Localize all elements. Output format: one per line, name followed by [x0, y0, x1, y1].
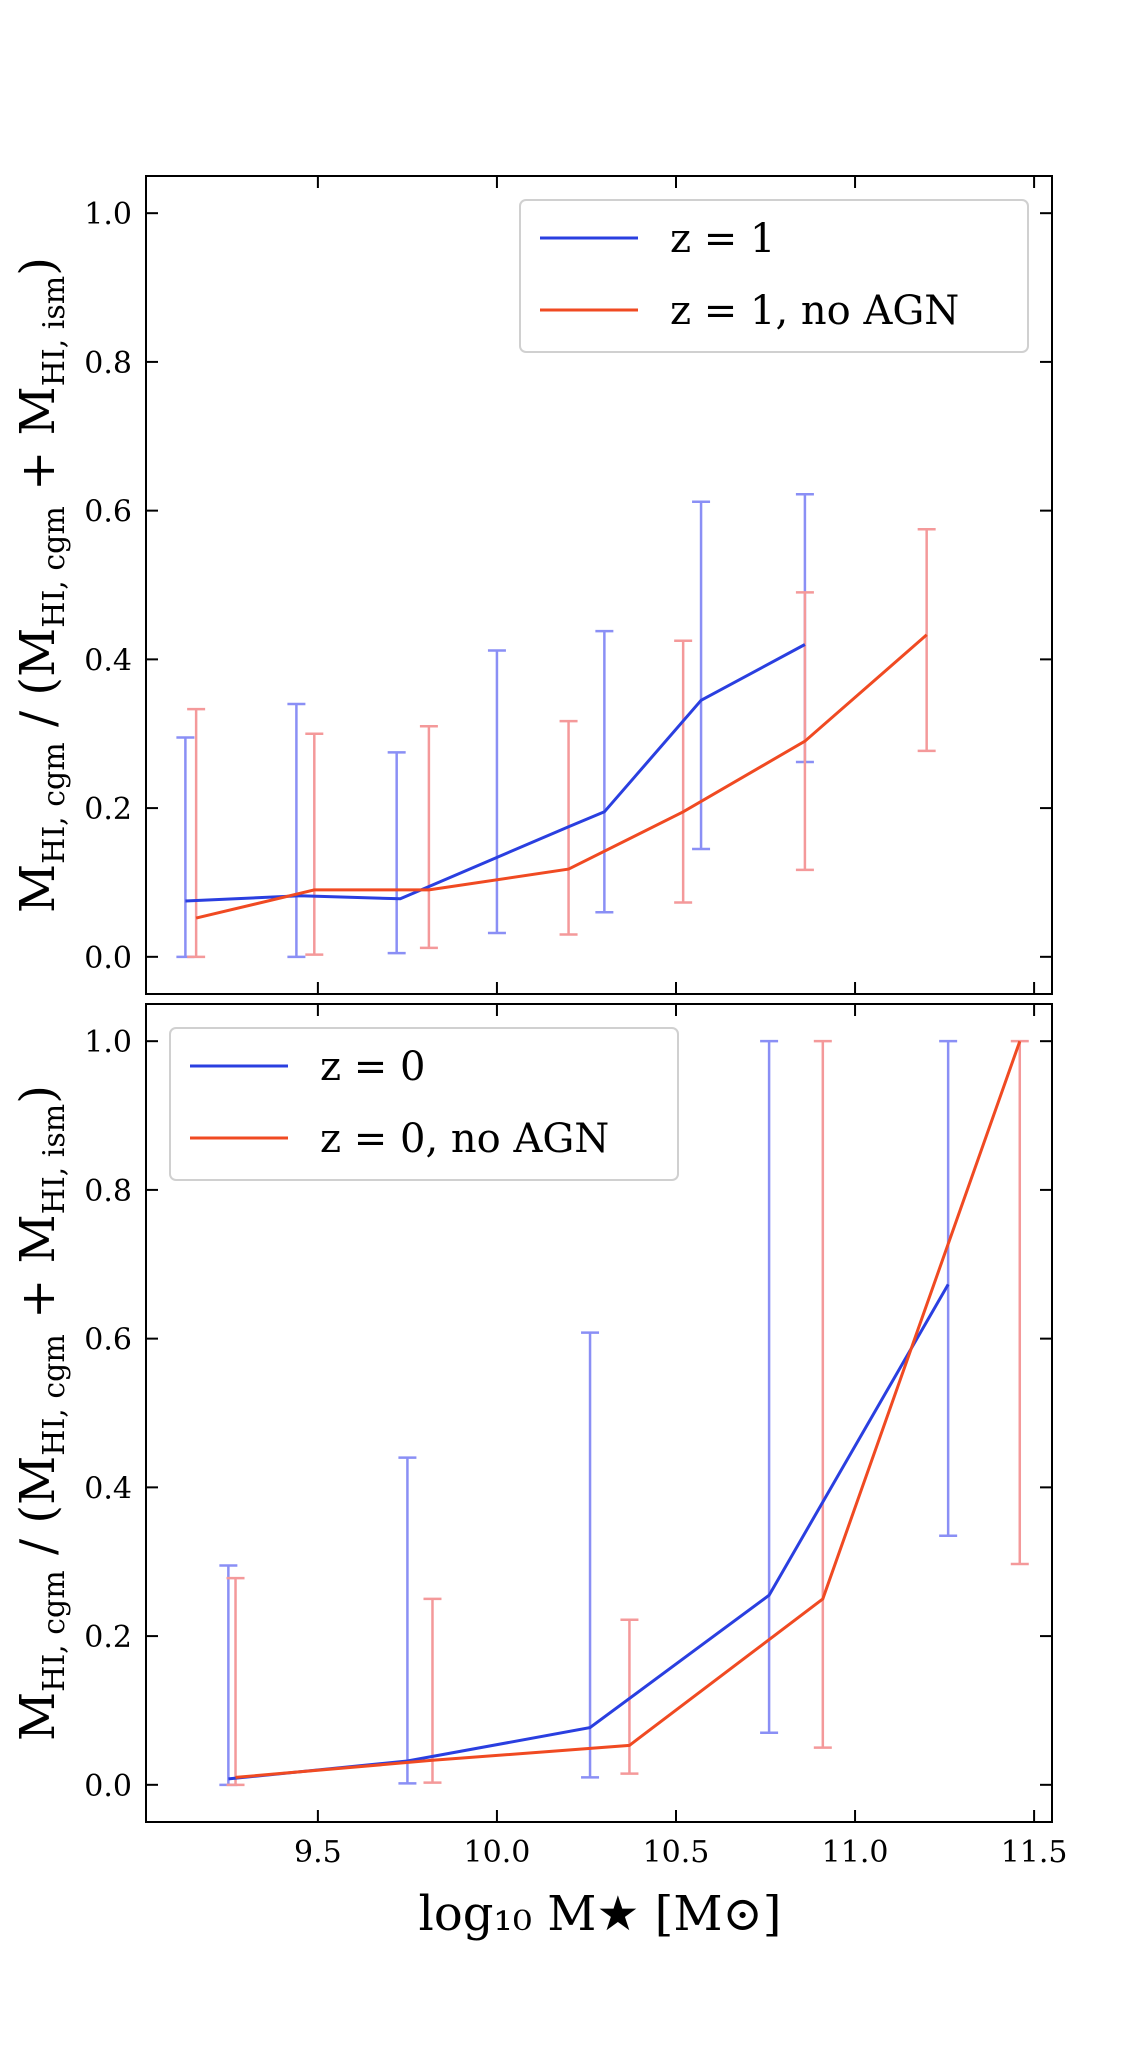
error-bar: [398, 1456, 417, 1785]
error-bar: [939, 1039, 958, 1537]
error-bar: [581, 1331, 600, 1779]
error-bar: [226, 1576, 245, 1787]
y-tick-label: 0.0: [84, 1769, 132, 1804]
error-bar: [795, 591, 814, 872]
y-tick-label: 0.2: [84, 1620, 132, 1655]
legend-box: [169, 1027, 679, 1181]
y-tick-label: 0.6: [84, 495, 132, 530]
error-bar: [305, 732, 324, 956]
x-tick-label: 11.5: [1001, 1835, 1068, 1870]
y-tick-label: 1.0: [84, 197, 132, 232]
series-line: [195, 633, 928, 920]
y-tick-label: 0.4: [84, 643, 132, 678]
y-tick-label: 0.4: [84, 1471, 132, 1506]
panel-bottom: 0.0 0.2 0.4 0.6 0.8 1.0 9.5 10.0 10.5 11.0 11.5 MHI…: [10, 1003, 1068, 1870]
legend-entry: z = 0: [320, 1044, 425, 1090]
x-tick-label: 10.5: [643, 1835, 710, 1870]
error-bar: [813, 1039, 832, 1749]
y-tick-label: 0.8: [84, 346, 132, 381]
error-bar: [423, 1597, 442, 1784]
y-axis-label: MHI, cgm / (MHI, cgm + MHI, ism): [10, 1085, 72, 1741]
error-bar: [1010, 1039, 1029, 1566]
y-axis-label: MHI, cgm / (MHI, cgm + MHI, ism): [10, 257, 72, 913]
legend-entry: z = 1, no AGN: [670, 288, 959, 334]
legend: z = 0 z = 0, no AGN: [169, 1027, 679, 1181]
y-tick-label: 0.2: [84, 792, 132, 827]
error-bar: [419, 725, 438, 950]
error-bar: [487, 649, 506, 935]
y-tick-label: 1.0: [84, 1025, 132, 1060]
legend: z = 1 z = 1, no AGN: [519, 199, 1029, 353]
series-line: [185, 643, 806, 903]
x-tick-label: 10.0: [464, 1835, 531, 1870]
error-bar: [187, 707, 206, 959]
panel-top: 0.0 0.2 0.4 0.6 0.8 1.0 MHI, cgm / (MHI, cgm +…: [10, 175, 1053, 995]
error-bar: [692, 500, 711, 851]
x-axis-label: log₁₀ M★ [M⊙]: [419, 1886, 782, 1942]
legend-entry: z = 0, no AGN: [320, 1116, 609, 1162]
legend-entry: z = 1: [670, 216, 775, 262]
error-bar: [674, 639, 693, 904]
error-bar: [760, 1039, 779, 1735]
error-bar: [595, 629, 614, 914]
y-tick-label: 0.6: [84, 1323, 132, 1358]
error-bar: [387, 751, 406, 955]
error-bar: [287, 702, 306, 959]
legend-box: [519, 199, 1029, 353]
y-tick-label: 0.8: [84, 1174, 132, 1209]
x-tick-label: 11.0: [822, 1835, 889, 1870]
plot-frame: [145, 175, 1053, 995]
error-bar: [917, 527, 936, 753]
series-line: [235, 1040, 1022, 1779]
x-tick-label: 9.5: [294, 1835, 342, 1870]
plot-frame: [145, 1003, 1053, 1823]
y-tick-label: 0.0: [84, 941, 132, 976]
